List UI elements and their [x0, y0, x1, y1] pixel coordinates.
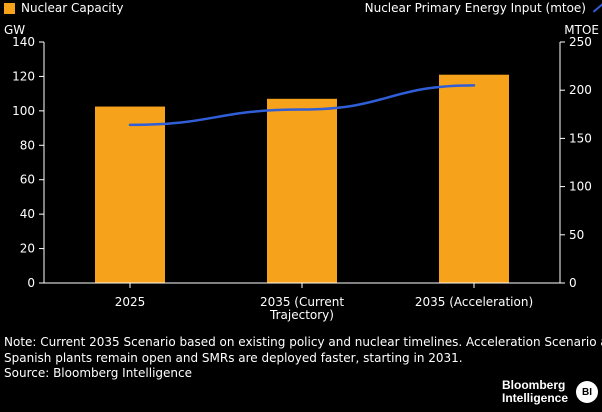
left-axis: 0 20 40 60 80 100 120 140	[12, 35, 45, 290]
brand-line-1: Bloomberg	[502, 378, 566, 392]
right-tick-label: 0	[569, 276, 577, 290]
legend-label-capacity: Nuclear Capacity	[21, 1, 124, 15]
right-tick-label: 250	[569, 35, 592, 49]
bar-1	[267, 98, 337, 283]
x-tick-label: 2035 (Acceleration)	[415, 295, 533, 309]
note-line-1: Note: Current 2035 Scenario based on exi…	[4, 335, 602, 349]
left-tick-label: 120	[12, 69, 35, 83]
x-tick-label: 2025	[115, 295, 146, 309]
right-axis-unit: MTOE	[564, 23, 599, 37]
bar-2	[439, 74, 509, 283]
legend-item-nuclear-capacity: Nuclear Capacity	[4, 0, 123, 16]
brand-wordmark: Bloomberg Intelligence	[502, 379, 568, 405]
energy-input-line	[128, 84, 476, 127]
right-axis: 0 50 100 150 200 250	[559, 35, 592, 290]
legend-label-energy-input: Nuclear Primary Energy Input (mtoe)	[364, 1, 586, 15]
left-tick-label: 140	[12, 35, 35, 49]
x-tick-label: 2035 (Current Trajectory)	[260, 295, 344, 322]
line-series-group	[128, 84, 476, 127]
left-axis-unit: GW	[4, 23, 25, 37]
x-axis: 2025 2035 (Current Trajectory) 2035 (Accele…	[44, 282, 560, 322]
left-tick-label: 100	[12, 104, 35, 118]
left-tick-label: 0	[27, 276, 35, 290]
left-tick-label: 60	[20, 173, 35, 187]
left-tick-label: 40	[20, 207, 35, 221]
chart-notes: Note: Current 2035 Scenario based on exi…	[4, 335, 602, 382]
legend-bar-swatch	[4, 2, 15, 14]
legend-item-energy-input: Nuclear Primary Energy Input (mtoe)	[365, 0, 602, 16]
left-tick-label: 80	[20, 138, 35, 152]
brand-line-2: Intelligence	[502, 391, 569, 405]
bloomberg-intelligence-logo: Bloomberg Intelligence BI	[502, 379, 599, 405]
right-tick-label: 50	[569, 228, 584, 242]
note-line-2: Spanish plants remain open and SMRs are …	[4, 350, 463, 365]
right-tick-label: 100	[569, 180, 592, 194]
chart-legend: Nuclear Capacity Nuclear Primary Energy …	[0, 0, 602, 18]
right-tick-label: 150	[569, 131, 592, 145]
brand-badge-icon: BI	[576, 381, 599, 403]
right-tick-label: 200	[569, 83, 592, 97]
left-tick-label: 20	[20, 242, 35, 256]
bar-series	[95, 74, 509, 283]
bar-0	[95, 106, 165, 283]
source-line: Source: Bloomberg Intelligence	[4, 366, 192, 380]
chart-plot: GW MTOE 0 20 40 60 80 100 120 140 0 50 100 150 200 2…	[4, 23, 599, 322]
